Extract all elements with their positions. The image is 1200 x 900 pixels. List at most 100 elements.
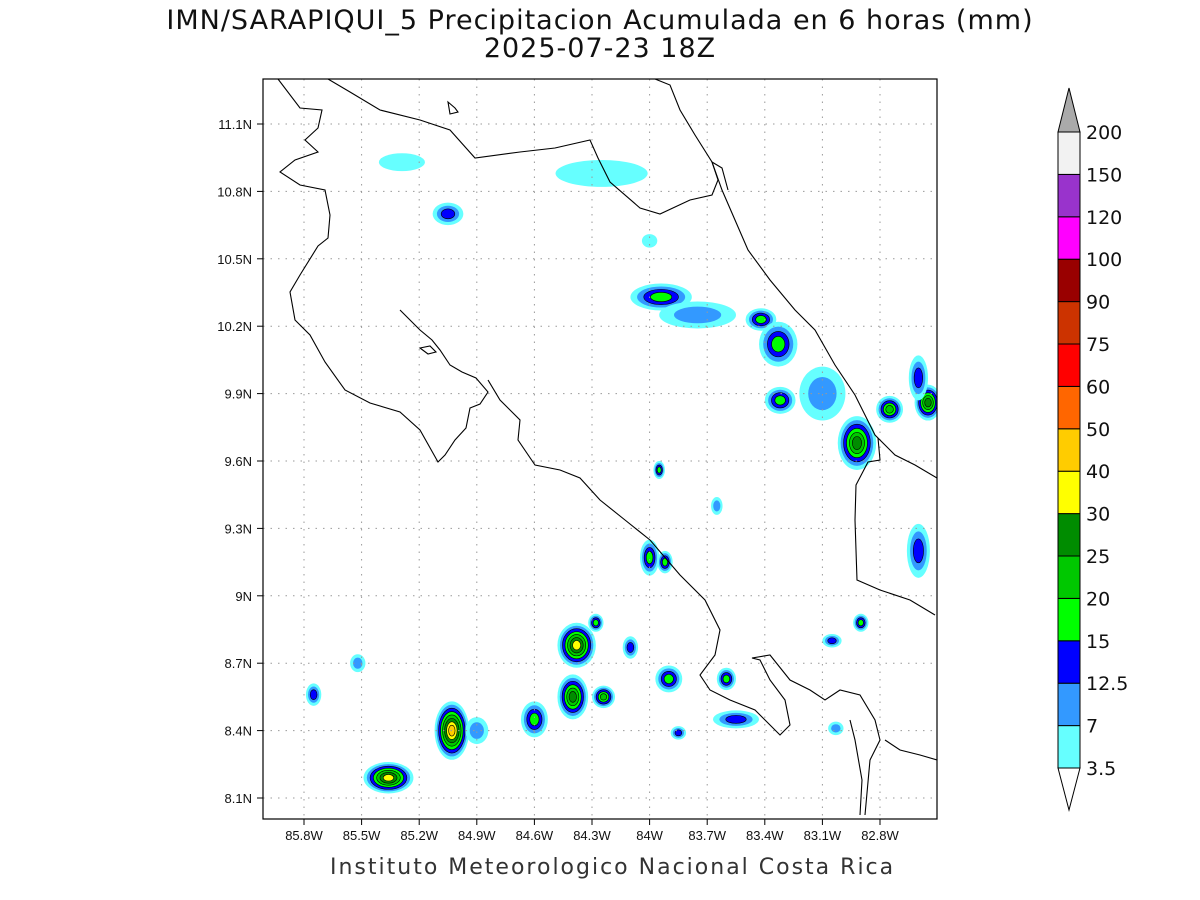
lat-tick-label: 11.1N	[218, 117, 252, 132]
colorbar-swatch	[1057, 131, 1081, 175]
lat-tick-label: 9.9N	[225, 387, 252, 402]
precip-contour-12.5	[827, 637, 837, 645]
lat-tick-label: 9.6N	[225, 454, 252, 469]
precip-contour-15	[663, 673, 674, 684]
island	[418, 100, 459, 355]
colorbar-swatch	[1057, 216, 1081, 260]
coastline-pacific-north	[277, 79, 489, 463]
colorbar-swatch	[1057, 597, 1081, 642]
precip-contour-12.5	[674, 729, 683, 737]
lat-tick-label: 10.2N	[217, 319, 252, 334]
panama-border	[854, 437, 936, 616]
colorbar-swatch	[1057, 725, 1081, 769]
colorbar-label: 3.5	[1086, 758, 1116, 780]
precip-contour-15	[755, 315, 767, 324]
precip-contour-12.5	[725, 715, 747, 724]
lon-tick-label: 85.8W	[285, 828, 323, 843]
grid-lines	[263, 79, 937, 819]
precip-contour-15	[650, 292, 673, 302]
precip-contour-12.5	[626, 642, 635, 653]
precip-contour-7	[808, 377, 837, 411]
lat-tick-label: 8.7N	[225, 656, 252, 671]
colorbar-label: 200	[1086, 122, 1122, 144]
precip-contour-3.5	[641, 234, 658, 248]
colorbar-label: 20	[1086, 588, 1110, 610]
colorbar-label: 60	[1086, 376, 1110, 398]
precip-cells	[305, 153, 937, 794]
precip-contour-15	[592, 619, 599, 627]
lat-tick-label: 8.1N	[225, 791, 252, 806]
lat-tick-label: 8.4N	[225, 724, 252, 739]
colorbar-swatch	[1057, 173, 1081, 218]
footer-credit: Instituto Meteorologico Nacional Costa R…	[330, 855, 896, 880]
colorbar-swatch	[1057, 640, 1081, 684]
precip-contour-15	[645, 551, 654, 565]
colorbar-swatch	[1057, 470, 1081, 515]
precip-contour-25	[924, 397, 932, 408]
precip-contour-15	[771, 336, 786, 353]
colorbar-swatch	[1057, 682, 1081, 727]
colorbar-swatch	[1057, 555, 1081, 599]
colorbar-label: 75	[1086, 334, 1110, 356]
precip-contour-15	[529, 712, 540, 726]
colorbar-swatch	[1057, 258, 1081, 303]
colorbar-over-triangle	[1057, 87, 1081, 133]
colorbar-under-triangle	[1057, 767, 1081, 812]
axis-ticks: 85.8W 85.5W 85.2W 84.9W 84.6W 84.3W 84W 83.7W 83…	[217, 117, 899, 843]
lon-tick-label: 84.6W	[516, 828, 554, 843]
lon-tick-label: 84.3W	[573, 828, 611, 843]
nicaragua-border	[327, 79, 729, 215]
lon-tick-label: 83.7W	[688, 828, 726, 843]
precip-contour-25	[568, 691, 577, 703]
colorbar-label: 15	[1086, 631, 1110, 653]
precip-contour-15	[857, 619, 864, 627]
colorbar-label: 50	[1086, 419, 1110, 441]
map-title: IMN/SARAPIQUI_5 Precipitacion Acumulada …	[166, 5, 1034, 36]
colorbar-swatch	[1057, 428, 1081, 472]
precip-contour-12.5	[309, 689, 318, 700]
colorbar-label: 100	[1086, 249, 1122, 271]
colorbar-swatch	[1057, 301, 1081, 345]
precip-contour-3.5	[555, 159, 648, 187]
precip-contour-7	[713, 500, 721, 512]
colorbar-label: 40	[1086, 461, 1110, 483]
precip-contour-7	[469, 722, 484, 739]
precip-contour-7	[353, 657, 363, 669]
precip-contour-12.5	[913, 367, 923, 389]
coastlines	[277, 79, 937, 816]
lon-tick-label: 84W	[636, 828, 663, 843]
map-frame	[262, 78, 938, 820]
lon-tick-label: 83.1W	[804, 828, 842, 843]
precip-contour-30	[382, 774, 395, 782]
lat-tick-label: 10.5N	[217, 252, 252, 267]
lat-tick-label: 10.8N	[217, 184, 252, 199]
precip-contour-15	[774, 395, 786, 406]
colorbar-label: 90	[1086, 292, 1110, 314]
map-timestamp: 2025-07-23 18Z	[483, 33, 717, 64]
lon-tick-label: 82.8W	[861, 828, 899, 843]
coastline-pacific-south	[487, 379, 937, 816]
colorbar-swatch	[1057, 513, 1081, 557]
colorbar-legend: 3.5 7 12.5 15 20 25 30 40 50 60 75 90 100 120 150 200	[1057, 87, 1128, 812]
lon-tick-label: 84.9W	[458, 828, 496, 843]
precip-contour-12.5	[440, 208, 456, 220]
lon-tick-label: 85.5W	[343, 828, 381, 843]
precip-contour-12.5	[912, 538, 924, 564]
precip-contour-7	[831, 724, 841, 733]
precip-contour-7	[673, 306, 722, 324]
lon-tick-label: 83.4W	[746, 828, 784, 843]
coastline-caribbean	[654, 79, 937, 479]
lat-tick-label: 9.3N	[225, 521, 252, 536]
precip-contour-15	[722, 674, 731, 684]
precip-contour-30	[572, 640, 581, 651]
colorbar-swatch	[1057, 343, 1081, 387]
lon-tick-label: 85.2W	[400, 828, 438, 843]
colorbar-label: 30	[1086, 504, 1110, 526]
colorbar-label: 150	[1086, 164, 1122, 186]
colorbar-label: 12.5	[1086, 673, 1128, 695]
colorbar-swatch	[1057, 385, 1081, 430]
precip-contour-20	[885, 405, 894, 414]
colorbar-label: 120	[1086, 207, 1122, 229]
lat-tick-label: 9N	[235, 589, 252, 604]
